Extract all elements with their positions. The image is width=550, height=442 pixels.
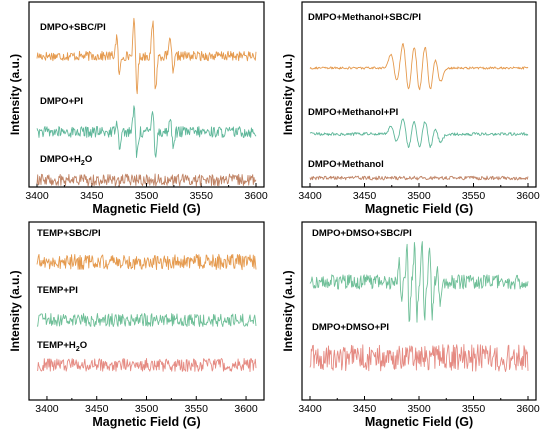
x-tick-label: 3400: [35, 403, 59, 415]
plot-frame: [301, 221, 537, 401]
series-trace-2: [309, 118, 529, 149]
x-axis-label: Magnetic Field (G): [92, 202, 200, 216]
x-tick-label: 3500: [407, 190, 431, 202]
y-axis-label: Intensity (a.u.): [281, 270, 295, 351]
series-trace-2: [36, 313, 257, 328]
panel-b: 3400 3450 3500 3550 3600 Magnetic Field (G) In…: [281, 1, 540, 216]
series-label: TEMP+PI: [37, 285, 78, 296]
panel-a: 3400 3450 3500 3550 3600 Magnetic Field (G) In…: [8, 1, 268, 216]
x-tick-label: 3450: [85, 403, 109, 415]
x-tick-label: 3600: [244, 190, 268, 202]
series-label: DMPO+Methanol: [308, 159, 384, 170]
y-axis-label: Intensity (a.u.): [8, 54, 22, 135]
series-label: DMPO+H2O: [40, 154, 92, 167]
x-tick-label: 3600: [516, 190, 540, 202]
x-tick-label: 3500: [135, 190, 159, 202]
series-label: DMPO+DMSO+PI: [312, 322, 389, 333]
series-trace-3: [309, 175, 529, 181]
panel-c: 3400 3450 3500 3550 3600 Magnetic Field (G) In…: [8, 221, 265, 429]
series-trace-1: [309, 43, 529, 91]
series-trace-2: [36, 105, 257, 158]
series-trace-1: [36, 253, 257, 271]
panel-d: 3400 3450 3500 3550 3600 Magnetic Field (G) In…: [281, 221, 540, 429]
x-tick-label: 3400: [298, 190, 322, 202]
x-tick-label: 3600: [234, 403, 258, 415]
x-tick-label: 3400: [298, 403, 322, 415]
x-tick-label: 3450: [353, 403, 377, 415]
x-axis-label: Magnetic Field (G): [365, 415, 473, 429]
series-trace-3: [36, 173, 257, 187]
plot-frame: [28, 221, 265, 401]
series-label: DMPO+PI: [40, 96, 83, 107]
x-tick-label: 3600: [516, 403, 540, 415]
x-axis-label: Magnetic Field (G): [92, 415, 200, 429]
series-label: DMPO+Methanol+PI: [308, 107, 398, 118]
x-tick-label: 3450: [353, 190, 377, 202]
x-axis-label: Magnetic Field (G): [365, 202, 473, 216]
series-trace-1: [309, 241, 529, 323]
series-label: TEMP+SBC/PI: [37, 228, 101, 239]
series-trace-1: [36, 17, 257, 95]
series-label: DMPO+Methanol+SBC/PI: [308, 12, 421, 23]
series-trace-3: [36, 358, 257, 373]
series-label: DMPO+DMSO+SBC/PI: [312, 228, 412, 239]
x-tick-label: 3400: [25, 190, 49, 202]
y-axis-label: Intensity (a.u.): [8, 270, 22, 351]
series-trace-2: [309, 344, 529, 372]
series-label: DMPO+SBC/PI: [40, 22, 106, 33]
x-tick-label: 3450: [80, 190, 104, 202]
x-tick-label: 3550: [462, 190, 486, 202]
y-axis-label: Intensity (a.u.): [281, 54, 295, 135]
x-tick-label: 3500: [135, 403, 159, 415]
x-tick-label: 3550: [185, 403, 209, 415]
series-label: TEMP+H2O: [37, 340, 87, 353]
x-tick-label: 3500: [407, 403, 431, 415]
x-tick-label: 3550: [462, 403, 486, 415]
x-tick-label: 3550: [190, 190, 214, 202]
